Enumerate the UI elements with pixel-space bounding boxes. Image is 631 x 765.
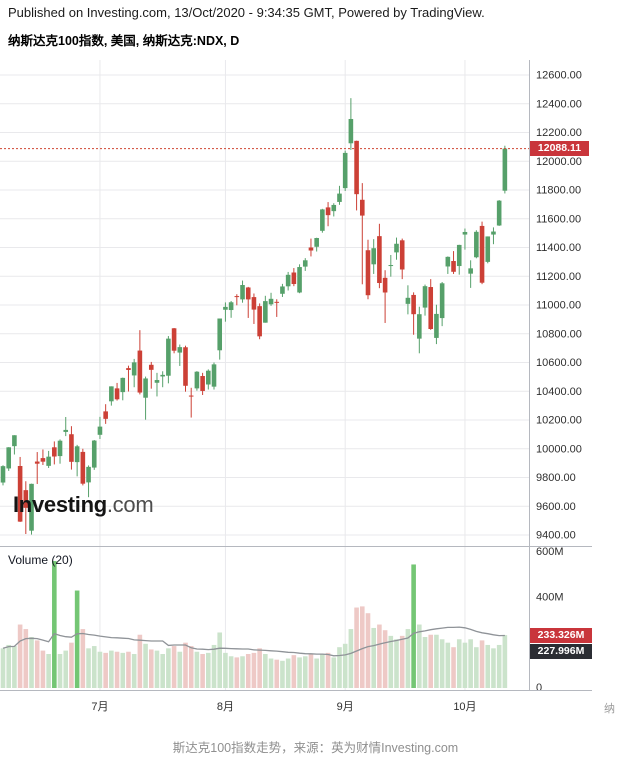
- svg-text:8月: 8月: [217, 701, 234, 713]
- investing-logo-suffix: .com: [106, 492, 154, 517]
- svg-text:11600.00: 11600.00: [536, 213, 581, 225]
- volume-indicator-label: Volume (20): [8, 553, 73, 567]
- svg-text:9400.00: 9400.00: [536, 530, 576, 542]
- svg-text:12200.00: 12200.00: [536, 127, 582, 139]
- svg-text:10800.00: 10800.00: [536, 328, 582, 340]
- axis-overflow-text: 纳: [604, 703, 615, 715]
- svg-text:11000.00: 11000.00: [536, 300, 581, 312]
- svg-text:9800.00: 9800.00: [536, 472, 576, 484]
- volume-value-badge: 233.326M: [530, 628, 592, 643]
- svg-text:600M: 600M: [536, 546, 564, 558]
- svg-text:0: 0: [536, 682, 542, 694]
- svg-text:400M: 400M: [536, 591, 564, 603]
- svg-text:10400.00: 10400.00: [536, 386, 582, 398]
- svg-text:12400.00: 12400.00: [536, 98, 582, 110]
- svg-text:11400.00: 11400.00: [536, 242, 581, 254]
- svg-text:12600.00: 12600.00: [536, 70, 582, 82]
- chart-title: 纳斯达克100指数, 美国, 纳斯达克:NDX, D: [8, 34, 240, 48]
- svg-text:10000.00: 10000.00: [536, 443, 582, 455]
- svg-text:10月: 10月: [453, 701, 476, 713]
- investing-logo-main: Investing: [13, 492, 107, 517]
- last-price-badge: 12088.11: [530, 141, 589, 156]
- svg-text:9月: 9月: [337, 701, 354, 713]
- bottom-caption: 斯达克100指数走势，来源：英为财情Investing.com: [172, 741, 459, 755]
- svg-text:9600.00: 9600.00: [536, 501, 576, 513]
- svg-text:11200.00: 11200.00: [536, 271, 581, 283]
- svg-text:7月: 7月: [91, 701, 108, 713]
- investing-logo: Investing.com: [13, 492, 154, 518]
- svg-text:12000.00: 12000.00: [536, 156, 582, 168]
- volume-ma-badge: 227.996M: [530, 644, 592, 659]
- svg-text:11800.00: 11800.00: [536, 185, 581, 197]
- svg-text:10600.00: 10600.00: [536, 357, 582, 369]
- publish-line: Published on Investing.com, 13/Oct/2020 …: [8, 5, 485, 20]
- svg-text:10200.00: 10200.00: [536, 415, 582, 427]
